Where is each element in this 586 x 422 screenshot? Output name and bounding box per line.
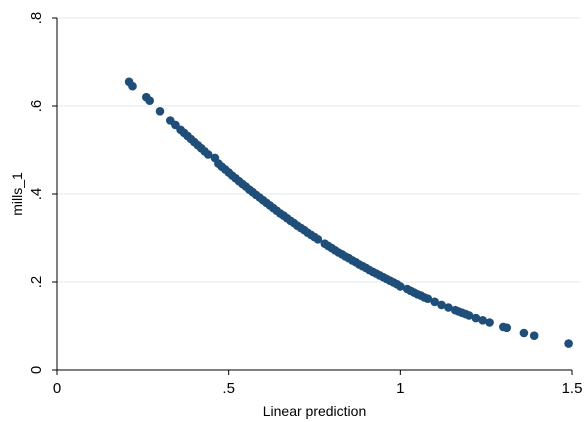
y-tick-label-0: 0 [28,366,45,374]
x-tick-label-2: 1 [396,380,404,397]
data-point-79 [444,303,453,312]
data-point-76 [423,294,433,304]
data-point-77 [430,297,440,307]
gridlines [57,17,580,283]
y-axis-title: mills_1 [9,172,25,216]
data-point-85 [471,313,481,323]
y-tick-label-3: .6 [28,100,45,113]
data-point-90 [519,328,529,338]
y-tick-label-2: .4 [28,188,45,201]
x-ticks: 0 .5 1 1.5 [53,370,583,397]
x-tick-label-1: .5 [222,380,235,397]
data-point-3 [145,96,154,105]
data-point-89 [502,323,512,333]
data-point-84 [464,311,474,320]
x-tick-label-3: 1.5 [562,380,583,397]
y-ticks: 0 .2 .4 .6 .8 [28,12,57,374]
x-axis-title: Linear prediction [263,403,367,419]
data-point-15 [203,150,213,159]
y-tick-label-4: .8 [28,12,45,25]
data-point-1 [128,81,137,91]
data-point-4 [155,107,165,116]
y-tick-label-1: .2 [28,276,45,289]
data-point-92 [564,339,573,348]
data-point-87 [485,318,494,327]
data-point-69 [396,282,405,291]
x-tick-label-0: 0 [53,380,61,397]
data-point-78 [437,300,446,310]
data-point-46 [313,235,323,244]
data-points [124,77,573,348]
data-point-91 [529,331,539,341]
data-point-86 [478,316,488,325]
